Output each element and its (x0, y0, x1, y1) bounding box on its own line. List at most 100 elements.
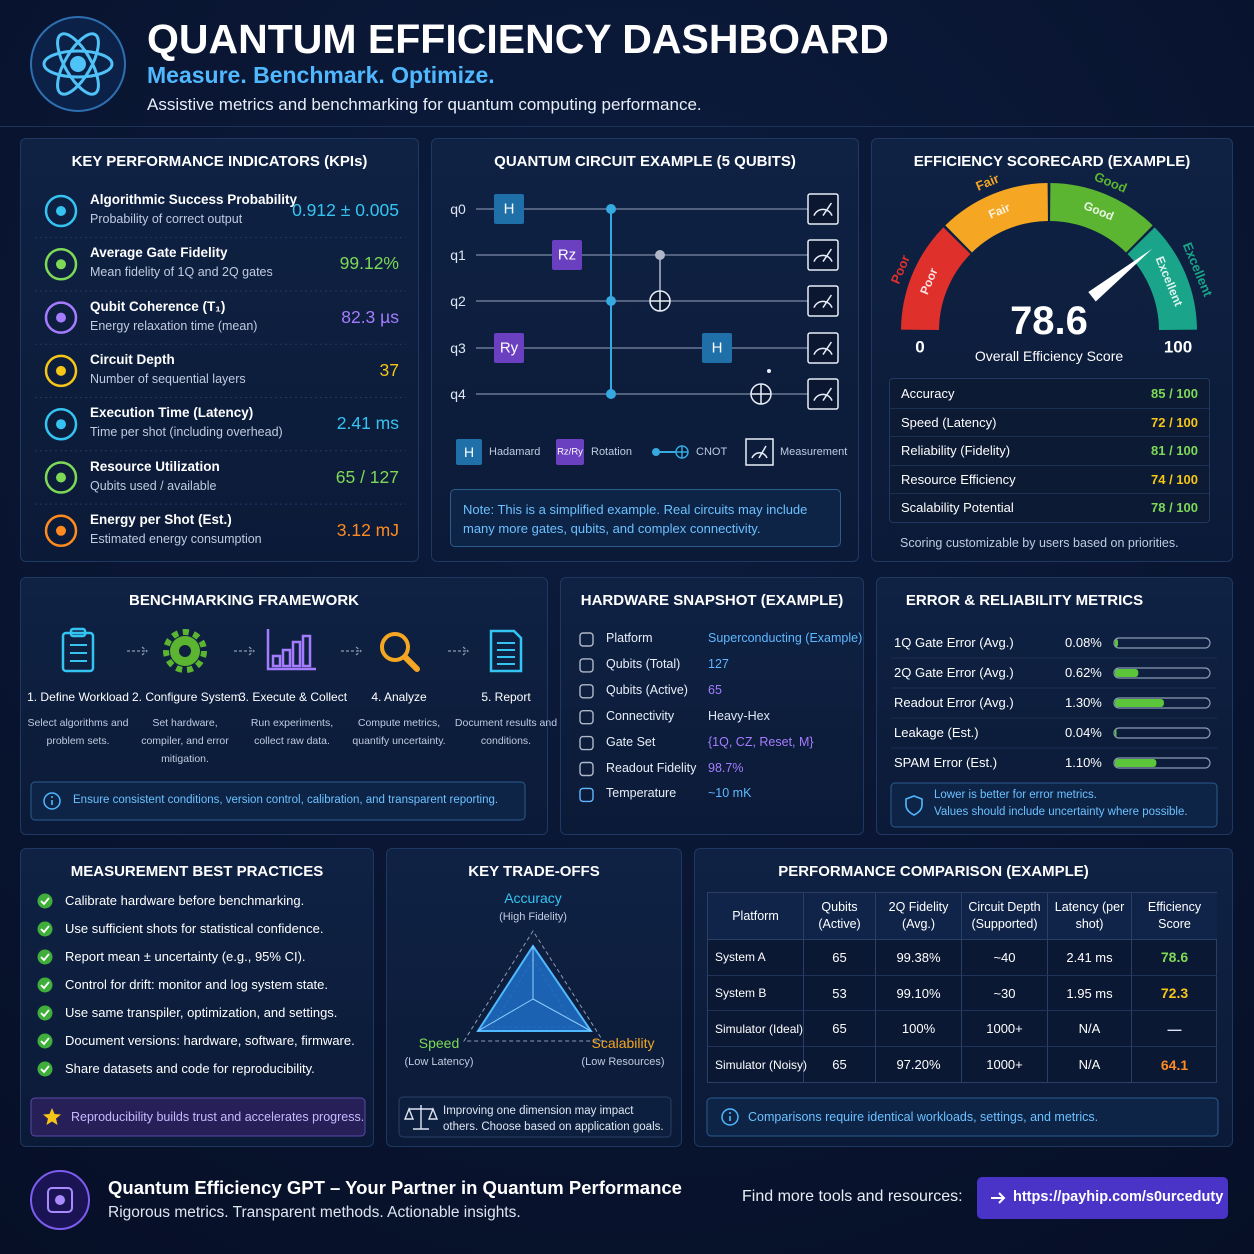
check-icon (40, 1065, 50, 1074)
cell: 65 (804, 940, 876, 976)
score-row-label: Speed (Latency) (901, 414, 997, 430)
cell: — (1132, 1011, 1217, 1048)
kpi-value: 0.912 ± 0.005 (292, 200, 399, 220)
score-row-value: 74 / 100 (1151, 471, 1198, 487)
kpi-icon (56, 365, 66, 376)
gate (552, 240, 582, 270)
kpi-panel: KEY PERFORMANCE INDICATORS (KPIs) Algorit… (20, 138, 419, 562)
measurement-gate (822, 294, 833, 309)
kpi-icon (44, 461, 78, 494)
kpi-label: Circuit Depth (90, 351, 175, 367)
link-button[interactable]: https://payhip.com/s0urceduty (977, 1177, 1228, 1219)
practice-item: Document versions: hardware, software, f… (65, 1033, 355, 1048)
cell: ~30 (962, 975, 1048, 1012)
kpi-desc: Mean fidelity of 1Q and 2Q gates (90, 265, 273, 280)
practices-panel: MEASUREMENT BEST PRACTICES Calibrate hard… (20, 848, 374, 1147)
score-row-value: 78 / 100 (1151, 500, 1198, 516)
gauge-band (945, 183, 1048, 253)
cell: 2.41 ms (1048, 940, 1132, 976)
measurement-gate (813, 254, 833, 262)
hardware-label: Qubits (Total) (606, 656, 681, 671)
error-track (1113, 637, 1211, 649)
axis-sublabel: (Low Latency) (404, 1056, 473, 1068)
radar-outline (463, 930, 604, 1042)
gauge-band (1127, 227, 1197, 330)
hardware-label: Gate Set (606, 734, 656, 749)
panel-graphics (890, 637, 1218, 828)
note: Lower is better for error metrics. (934, 789, 1097, 801)
kpi-desc: Probability of correct output (90, 212, 243, 226)
axis-label: Speed (419, 1035, 459, 1051)
gauge-needle (1088, 248, 1153, 302)
practice-item: Share datasets and code for reproducibil… (65, 1061, 315, 1076)
hardware-value: Superconducting (Example) (708, 631, 863, 645)
error-bar (1115, 729, 1117, 737)
scale-icon (403, 1105, 439, 1130)
hardware-value: Heavy-Hex (708, 708, 770, 723)
tagline: Measure. Benchmark. Optimize. (147, 62, 495, 88)
error-value: 0.08% (1065, 635, 1102, 650)
cell: 72.3 (1132, 976, 1217, 1012)
step-icon (402, 654, 420, 672)
shield-icon (905, 795, 923, 816)
cnot-target (751, 384, 771, 404)
kpi-icon (56, 206, 66, 216)
kpi-value: 65 / 127 (335, 466, 399, 487)
check-icon (37, 893, 53, 909)
nucleus (70, 56, 86, 72)
measurement-gate (822, 248, 833, 263)
hardware-value: 98.7% (708, 760, 744, 775)
step-icon (489, 629, 523, 673)
legend-label: CNOT (696, 446, 727, 458)
note-box (398, 1096, 672, 1138)
legend-symbol (751, 445, 768, 459)
kpi-icon (56, 472, 66, 483)
link-text[interactable]: https://payhip.com/s0urceduty (1013, 1189, 1224, 1205)
check-icon (37, 921, 53, 937)
score-row-value: 81 / 100 (1151, 443, 1198, 459)
row-header: System A (708, 940, 804, 976)
benchmark-panel: BENCHMARKING FRAMEWORK 1. Define Workload… (20, 577, 557, 835)
star-icon (43, 1108, 61, 1125)
kpi-icon (56, 259, 66, 270)
kpi-desc: Energy relaxation time (mean) (90, 318, 258, 333)
highlight-box (30, 1097, 366, 1137)
note-box (30, 781, 526, 821)
row-icon (579, 632, 594, 647)
measurement-gate (813, 393, 833, 401)
step-icon (61, 631, 95, 673)
step-icon (179, 645, 191, 657)
step-title: 2. Configure System (132, 690, 241, 704)
step-arrow (127, 646, 148, 656)
measurement-gate (813, 347, 833, 355)
row-icon (579, 709, 594, 725)
error-value: 1.10% (1065, 755, 1102, 770)
column-header: Qubits (Active) (804, 893, 876, 940)
gate-label: H (712, 340, 723, 357)
step-desc: Select algorithms and problem sets. (27, 717, 129, 747)
cell: 1.95 ms (1048, 975, 1132, 1012)
panel-title: HARDWARE SNAPSHOT (EXAMPLE) (580, 592, 844, 609)
panel-graphics (706, 1097, 1219, 1137)
footer-logo (30, 1170, 90, 1230)
panel-graphics: Poor PoorFairFairGoodGoodExcellentExcelle… (888, 169, 1216, 364)
errors-panel: ERROR & RELIABILITY METRICS 1Q Gate Error… (876, 577, 1233, 835)
measurement-gate (822, 341, 833, 356)
step-desc: Set hardware, compiler, and error mitiga… (141, 717, 229, 765)
hardware-value: ~10 mK (708, 786, 752, 801)
cnot-control (655, 250, 665, 260)
error-label: Readout Error (Avg.) (894, 695, 1014, 710)
step-title: 5. Report (481, 690, 531, 704)
kpi-value: 82.3 µs (341, 306, 399, 327)
error-label: 2Q Gate Error (Avg.) (894, 665, 1014, 680)
kpi-label: Algorithmic Success Probability (90, 192, 298, 207)
panel-title: KEY PERFORMANCE INDICATORS (KPIs) (71, 153, 368, 170)
axis-sublabel: (Low Resources) (581, 1056, 664, 1068)
practice-item: Report mean ± uncertainty (e.g., 95% CI)… (65, 949, 306, 964)
practice-item: Calibrate hardware before benchmarking. (65, 893, 305, 908)
step-icon (163, 629, 207, 673)
score-row-label: Scalability Potential (901, 500, 1014, 516)
kpi-icon (56, 312, 66, 323)
kpi-icon (56, 525, 66, 536)
